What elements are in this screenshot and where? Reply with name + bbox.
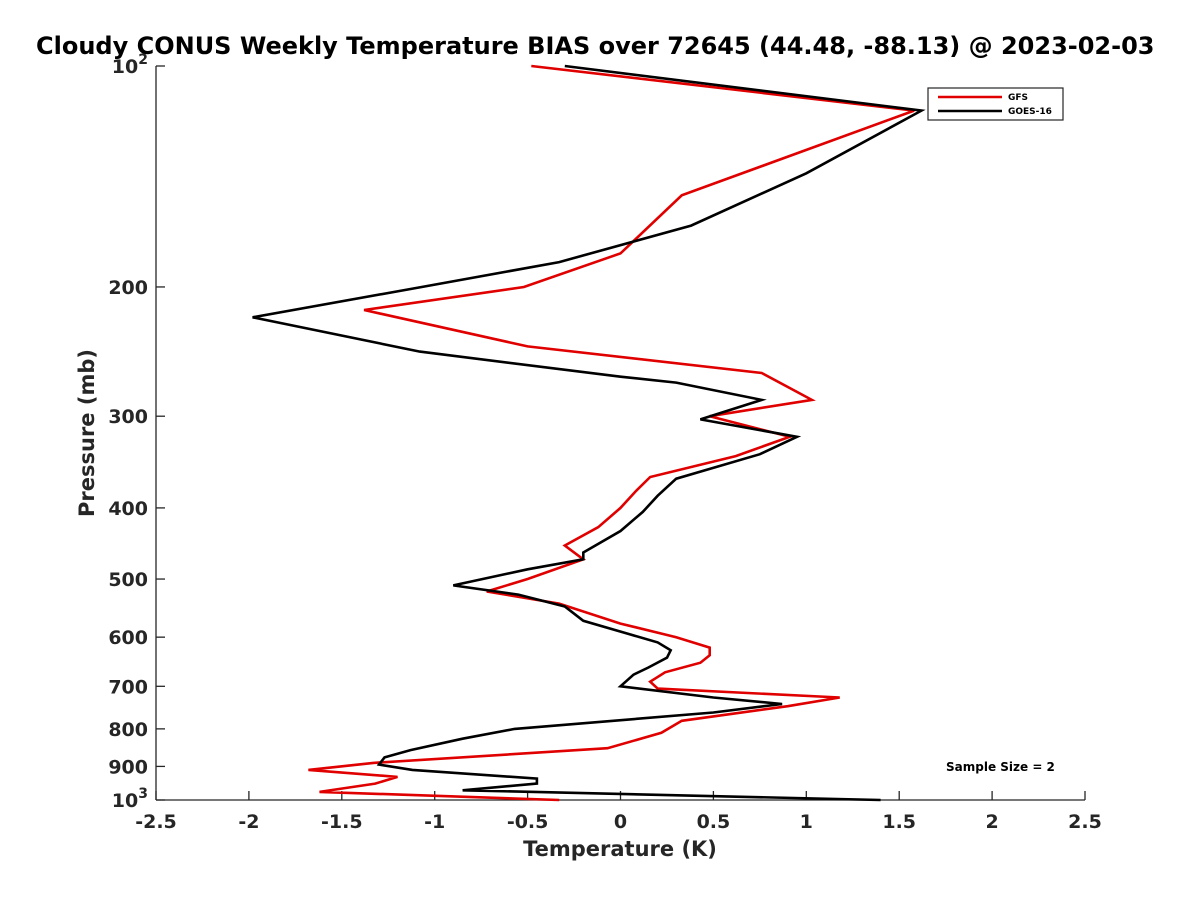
series-line-goes-16 [252,64,926,802]
x-tick-label: 2.5 [1068,811,1102,833]
x-ticks: -2.5 -2 -1.5 -1 -0.5 0 0.5 1 1.5 2 2.5 [135,791,1102,833]
legend-box [927,87,1064,121]
x-tick-label: -0.5 [507,811,549,833]
y-tick-label: 700 [108,676,148,698]
x-axis-label: Temperature (K) [523,837,717,861]
x-tick-label: 0 [614,811,627,833]
y-ticks: 102 200 300 400 500 600 700 800 900 103 [108,52,165,812]
x-tick-label: 1.5 [882,811,916,833]
x-tick-label: 2 [985,811,998,833]
legend-label-gfs: GFS [1008,93,1028,103]
x-tick-label: -2 [238,811,259,833]
series-lines [252,64,926,802]
y-tick-label: 400 [108,498,148,520]
legend-label-goes-16: GOES-16 [1008,107,1052,117]
x-tick-label: 1 [800,811,813,833]
x-tick-label: -2.5 [135,811,177,833]
y-tick-label: 800 [108,719,148,741]
y-tick-label: 500 [108,569,148,591]
x-tick-label: 0.5 [697,811,731,833]
sample-size-annotation: Sample Size = 2 [946,760,1055,774]
y-tick-label: 102 [112,52,148,78]
y-tick-label: 300 [108,406,148,428]
x-tick-label: -1.5 [321,811,363,833]
chart-title: Cloudy CONUS Weekly Temperature BIAS ove… [36,32,1154,60]
y-tick-label: 103 [112,786,148,812]
y-axis-label: Pressure (mb) [75,349,99,517]
y-tick-label: 600 [108,627,148,649]
y-tick-label: 900 [108,756,148,778]
y-tick-label: 200 [108,277,148,299]
x-tick-label: -1 [424,811,445,833]
legend: GFS GOES-16 [927,87,1064,121]
plot-area: -2.5 -2 -1.5 -1 -0.5 0 0.5 1 1.5 2 2.5 102 200 300 40… [108,52,1102,833]
series-line-gfs [308,64,915,802]
